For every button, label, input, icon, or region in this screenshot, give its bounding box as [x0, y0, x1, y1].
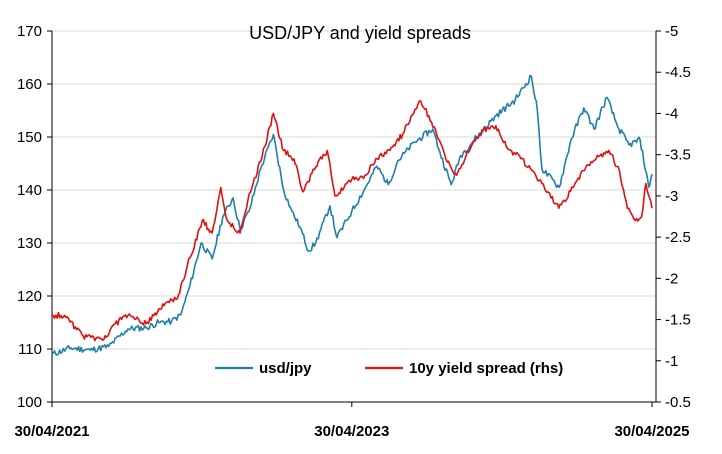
grid-lines	[52, 30, 656, 350]
left-axis-ticks: 100 110 120 130 140 150 160 170	[17, 23, 52, 411]
left-tick-label: 100	[17, 394, 42, 411]
left-tick-label: 150	[17, 129, 42, 146]
legend: usd/jpy 10y yield spread (rhs)	[215, 360, 563, 377]
right-tick-label: -0.5	[665, 394, 691, 411]
right-tick-label: -4.5	[665, 64, 691, 81]
right-tick-label: -1.5	[665, 312, 691, 329]
right-axis-ticks: -0.5 -1 -1.5 -2 -2.5 -3 -3.5 -4 -4.5 -5	[656, 23, 691, 411]
series-line	[51, 74, 653, 356]
axes	[51, 31, 657, 403]
chart-title: USD/JPY and yield spreads	[249, 23, 471, 43]
right-tick-label: -5	[665, 23, 678, 40]
x-axis-ticks: 30/04/2021 30/04/2023 30/04/2025	[14, 402, 690, 440]
left-tick-label: 160	[17, 76, 42, 93]
series-lines	[51, 74, 653, 356]
x-tick-label: 30/04/2023	[314, 423, 389, 440]
x-tick-label: 30/04/2025	[614, 423, 689, 440]
right-tick-label: -4	[665, 105, 678, 122]
right-tick-label: -2	[665, 270, 678, 287]
legend-label: usd/jpy	[259, 360, 312, 377]
x-tick-label: 30/04/2021	[14, 423, 89, 440]
right-tick-label: -1	[665, 353, 678, 370]
right-tick-label: -3.5	[665, 147, 691, 164]
left-tick-label: 110	[18, 341, 42, 358]
left-tick-label: 130	[17, 235, 42, 252]
series-line	[51, 100, 653, 342]
right-tick-label: -3	[665, 188, 678, 205]
legend-label: 10y yield spread (rhs)	[409, 360, 563, 377]
right-tick-label: -2.5	[665, 229, 691, 246]
left-tick-label: 140	[17, 182, 42, 199]
left-tick-label: 120	[17, 288, 42, 305]
left-tick-label: 170	[17, 23, 42, 40]
